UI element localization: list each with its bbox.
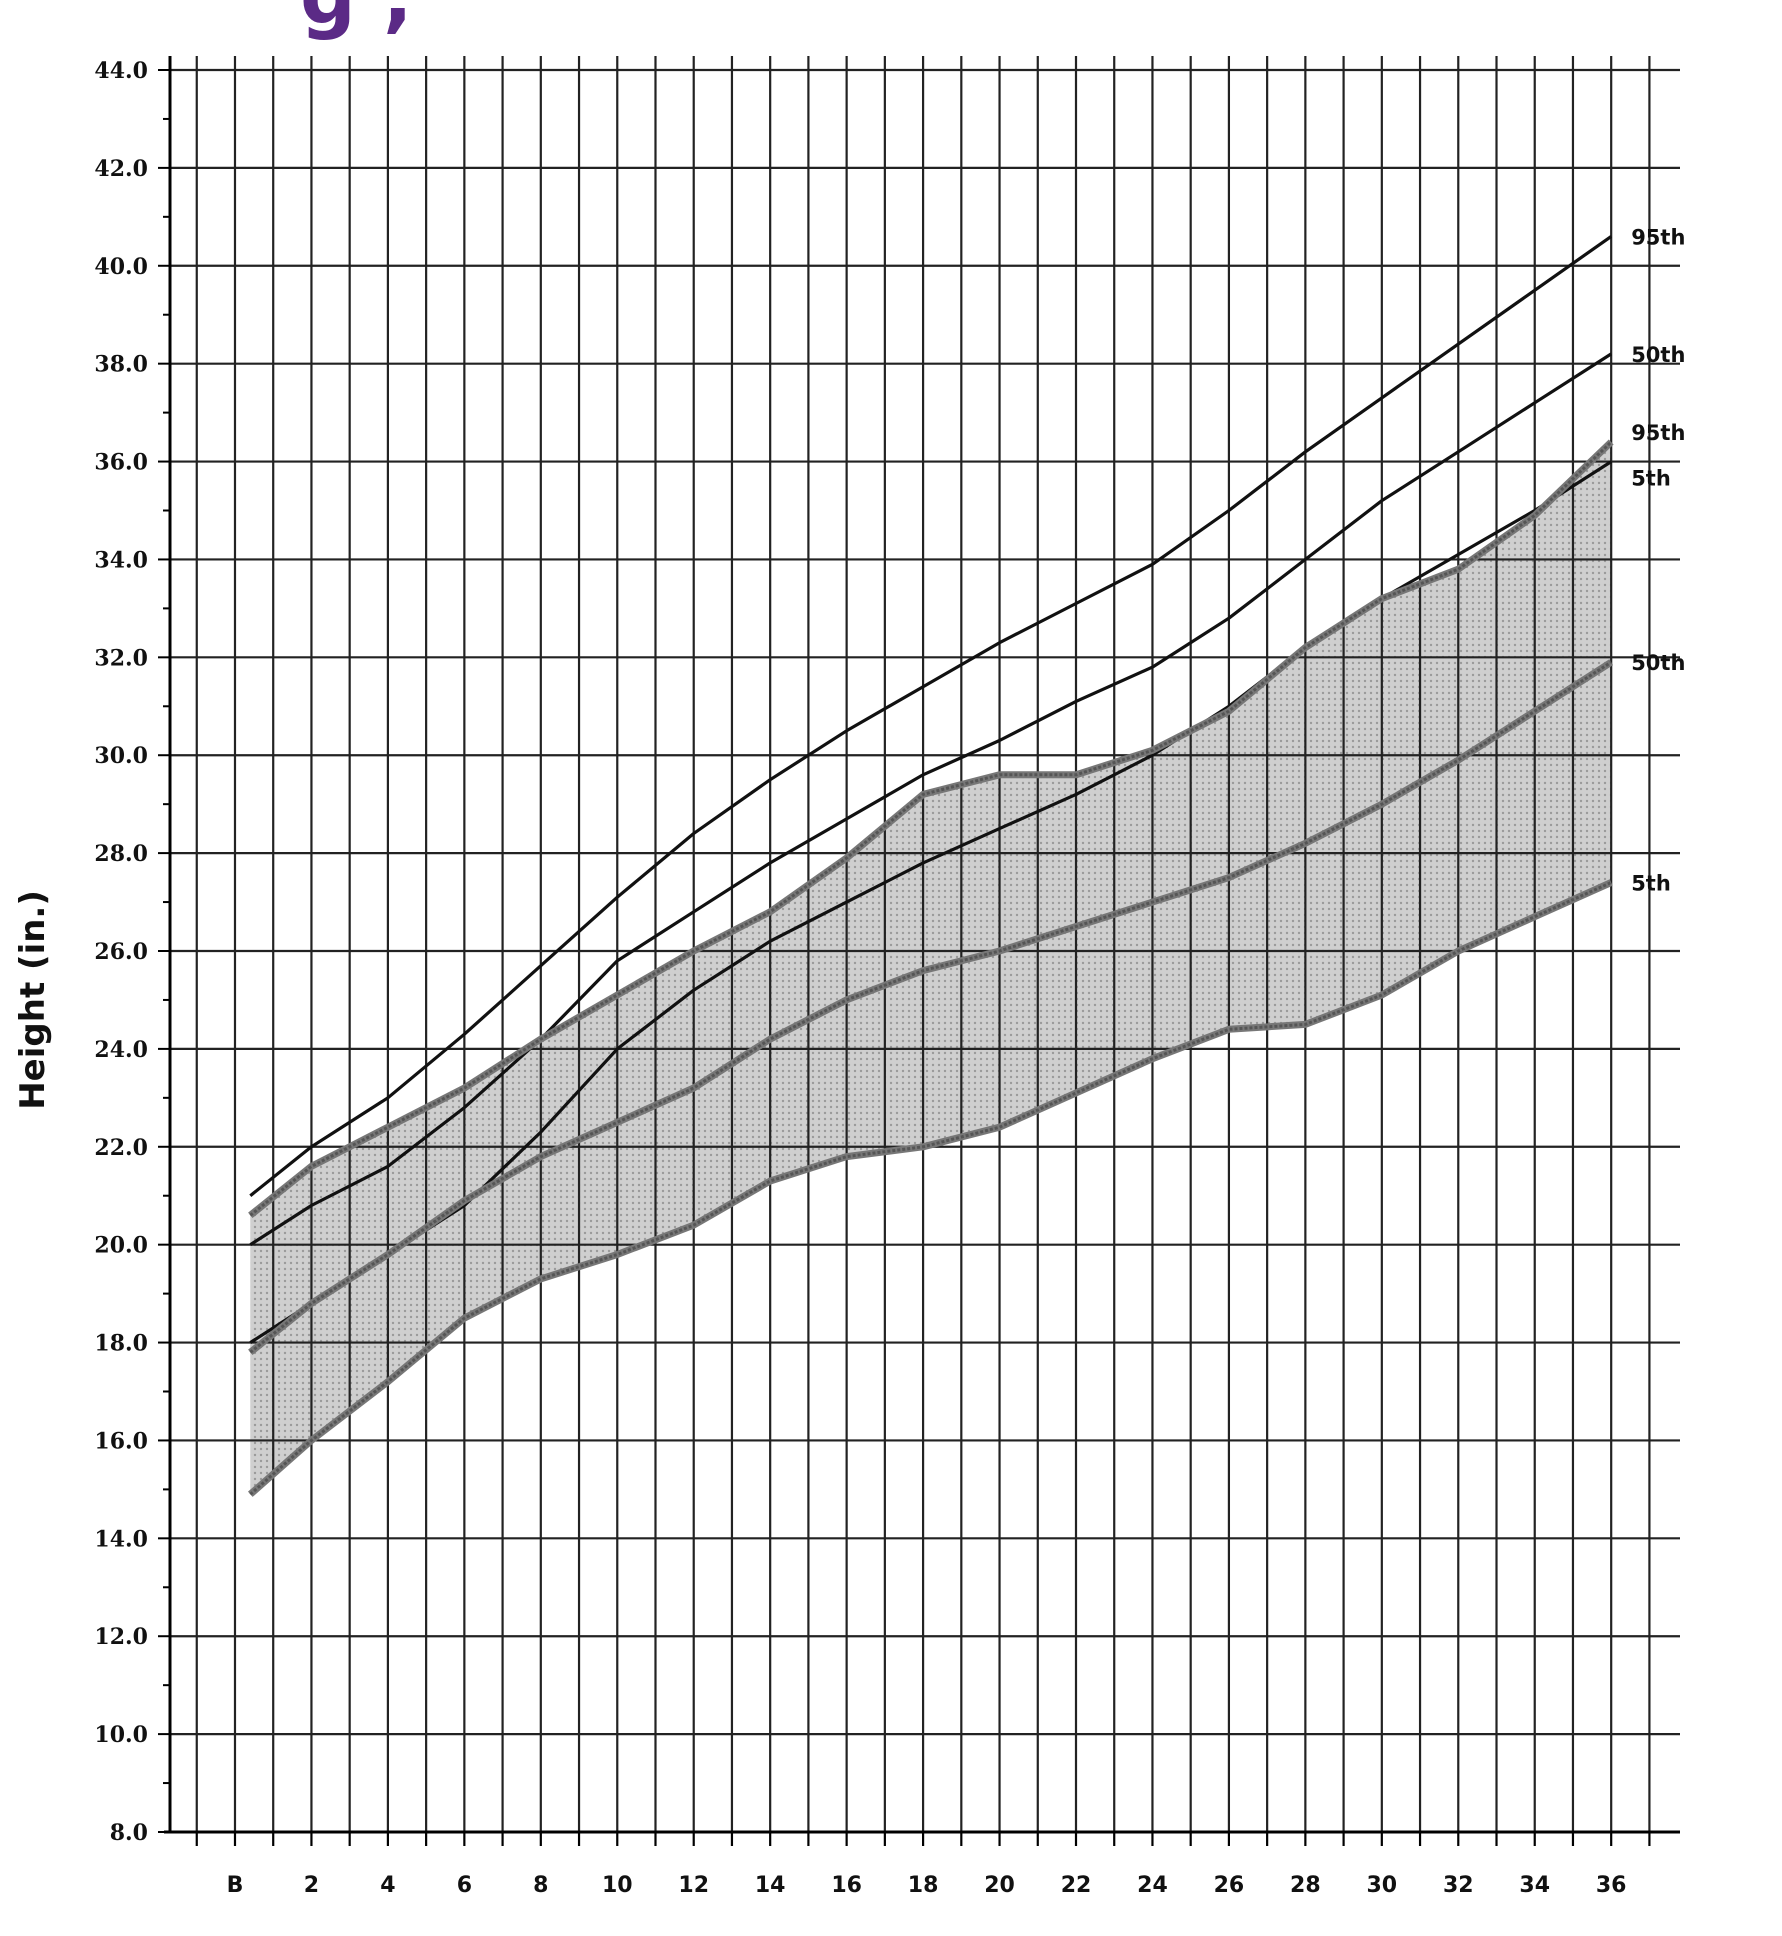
series-line-50th (249, 352, 1613, 1247)
series-line-95th-shaded (249, 440, 1613, 1217)
series-label-50th: 50th (1631, 343, 1685, 367)
x-tick-label: 26 (1214, 1873, 1245, 1898)
x-tick-label: 34 (1519, 1873, 1550, 1898)
y-tick-label: 38.0 (94, 352, 148, 378)
y-tick-label: 32.0 (94, 645, 148, 671)
x-tick-label: 18 (908, 1873, 939, 1898)
series-label-5th: 5th (1631, 467, 1671, 491)
x-tick-label: 32 (1443, 1873, 1474, 1898)
y-tick-label: 34.0 (94, 547, 148, 573)
x-tick-label: 22 (1061, 1873, 1092, 1898)
y-tick-label: 36.0 (94, 450, 148, 476)
series-label-5th: 5th (1631, 871, 1671, 895)
chart-labels: 8.0 10.0 12.0 14.0 16.0 18.0 20.0 22.0 24.0 26.0 2… (94, 58, 1685, 1898)
y-tick-label: 44.0 (94, 58, 148, 84)
y-axis-title: Height (in.) (13, 890, 53, 1110)
y-tick-label: 40.0 (94, 254, 148, 280)
y-tick-label: 8.0 (110, 1820, 148, 1846)
y-tick-label: 12.0 (94, 1624, 148, 1650)
chart-axes (158, 56, 1680, 1846)
y-tick-label: 20.0 (94, 1233, 148, 1259)
title-strip: g , (0, 0, 1782, 60)
x-tick-label: 30 (1367, 1873, 1398, 1898)
x-tick-label: 10 (602, 1873, 633, 1898)
y-tick-label: 16.0 (94, 1428, 148, 1454)
y-tick-label: 14.0 (94, 1526, 148, 1552)
y-tick-label: 24.0 (94, 1037, 148, 1063)
page-title: g , (300, 0, 413, 42)
series-line-95th (249, 235, 1613, 1197)
series-line-50th-shaded (249, 660, 1613, 1354)
series-label-95th: 95th (1631, 225, 1685, 249)
x-tick-label: 14 (755, 1873, 786, 1898)
x-tick-label: 20 (984, 1873, 1015, 1898)
y-tick-label: 28.0 (94, 841, 148, 867)
series-label-50th: 50th (1631, 651, 1685, 675)
x-tick-label: 4 (380, 1873, 395, 1898)
x-tick-label: 6 (457, 1873, 472, 1898)
y-tick-label: 10.0 (94, 1722, 148, 1748)
x-tick-label: 12 (678, 1873, 709, 1898)
series-line-5th-shaded (249, 881, 1612, 1496)
x-tick-label: 2 (304, 1873, 319, 1898)
y-tick-label: 42.0 (94, 156, 148, 182)
x-tick-label: 36 (1596, 1873, 1627, 1898)
y-tick-label: 30.0 (94, 743, 148, 769)
chart-grid (170, 56, 1680, 1834)
x-tick-label: 28 (1290, 1873, 1321, 1898)
y-tick-label: 26.0 (94, 939, 148, 965)
x-tick-label: 16 (831, 1873, 862, 1898)
x-tick-label: B (227, 1873, 244, 1898)
y-tick-label: 22.0 (94, 1135, 148, 1161)
x-tick-label: 24 (1137, 1873, 1168, 1898)
y-tick-label: 18.0 (94, 1331, 148, 1357)
chart-series (247, 235, 1614, 1497)
series-label-95th: 95th (1631, 421, 1685, 445)
x-tick-label: 8 (533, 1873, 548, 1898)
